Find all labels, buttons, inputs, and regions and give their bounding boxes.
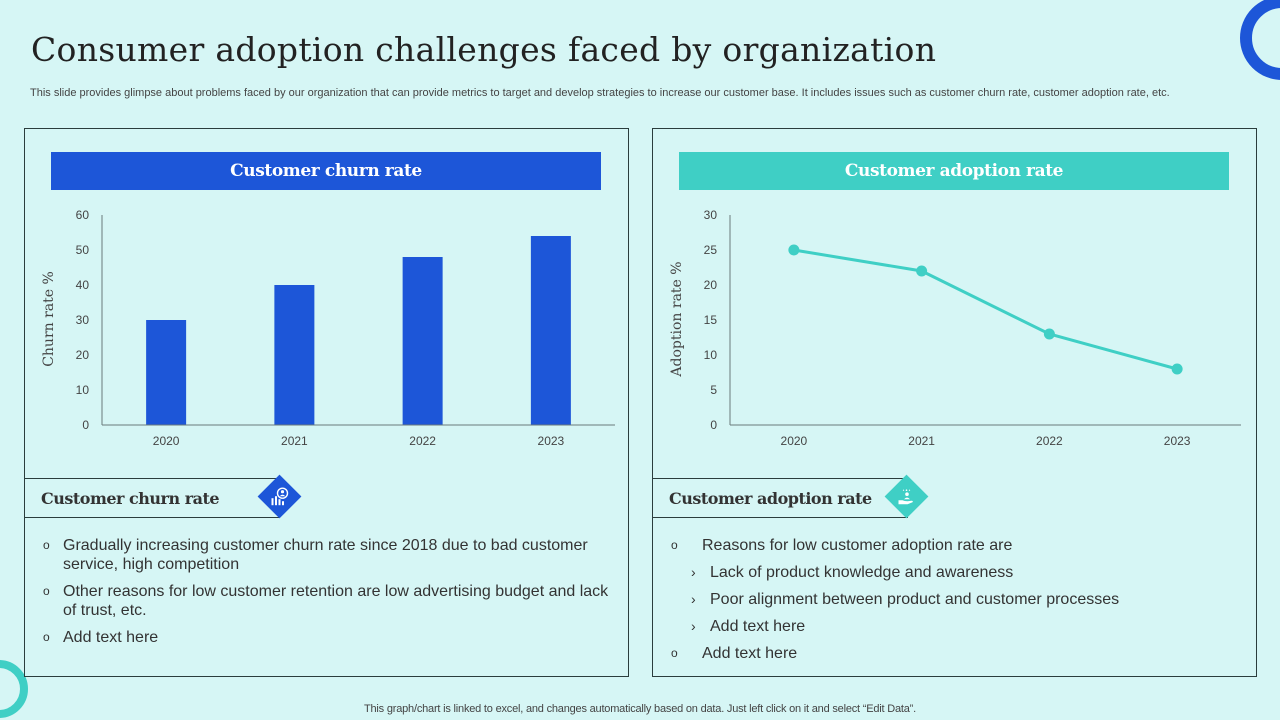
adoption-point-2022[interactable]	[1043, 328, 1055, 340]
list-item: o Add text here	[43, 628, 613, 647]
adoption-section-badge	[884, 474, 929, 519]
adoption-y-axis-title: Adoption rate %	[669, 261, 685, 377]
page-title: Consumer adoption challenges faced by or…	[31, 30, 937, 69]
churn-bullet-list: o Gradually increasing customer churn rat…	[43, 536, 613, 655]
churn-rate-panel: Customer churn rate Churn rate % 0 10 20 30…	[24, 128, 629, 677]
hand-with-user-icon	[898, 488, 913, 504]
bullet-marker: o	[43, 630, 50, 644]
adoption-line-chart-svg: Adoption rate % 0 5 10 15 20 25 30 2020 2021 202…	[669, 208, 1241, 448]
churn-y-tick-label: 50	[76, 243, 90, 257]
churn-x-tick-label: 2020	[153, 434, 180, 448]
adoption-point-2023[interactable]	[1171, 363, 1183, 375]
churn-bar-2022[interactable]	[402, 257, 443, 425]
churn-y-axis-title: Churn rate %	[41, 271, 57, 367]
churn-bar-2020[interactable]	[146, 320, 187, 425]
churn-y-tick-label: 40	[76, 278, 90, 292]
sub-bullet-marker: ›	[691, 591, 696, 607]
adoption-point-2020[interactable]	[788, 244, 800, 256]
churn-x-tick-label: 2022	[409, 434, 436, 448]
adoption-bullet-list: o Reasons for low customer adoption rate …	[671, 536, 1241, 671]
footnote: This graph/chart is linked to excel, and…	[364, 703, 916, 715]
adoption-rate-chart[interactable]: Adoption rate % 0 5 10 15 20 25 30 2020 2021 202…	[653, 199, 1258, 479]
adoption-y-tick-label: 0	[710, 418, 717, 432]
bullet-marker: o	[43, 538, 50, 552]
list-item: o Add text here	[671, 644, 1241, 663]
bullet-marker: o	[671, 538, 678, 552]
churn-y-tick-label: 0	[82, 418, 89, 432]
sub-bullet-marker: ›	[691, 564, 696, 580]
churn-x-tick-label: 2021	[281, 434, 308, 448]
list-item: o Gradually increasing customer churn rat…	[43, 536, 613, 574]
churn-y-tick-label: 10	[76, 383, 90, 397]
churn-chart-header: Customer churn rate	[51, 152, 601, 190]
bullet-text: Reasons for low customer adoption rate a…	[702, 537, 1013, 554]
adoption-y-tick-label: 15	[704, 313, 718, 327]
bullet-text: Gradually increasing customer churn rate…	[63, 537, 588, 573]
adoption-y-tick-label: 20	[704, 278, 718, 292]
list-item: › Poor alignment between product and cust…	[671, 590, 1241, 609]
adoption-point-2021[interactable]	[916, 265, 928, 277]
churn-y-tick-label: 60	[76, 208, 90, 222]
list-item: o Reasons for low customer adoption rate …	[671, 536, 1241, 555]
list-item: › Add text here	[671, 617, 1241, 636]
sub-bullet-marker: ›	[691, 618, 696, 634]
adoption-x-tick-label: 2021	[908, 434, 935, 448]
adoption-chart-header: Customer adoption rate	[679, 152, 1229, 190]
churn-bar-chart-svg: Churn rate % 0 10 20 30 40 50 60 2020 2021 2022 2…	[41, 208, 615, 448]
adoption-section-label: Customer adoption rate	[653, 478, 908, 518]
decorative-ring-top-right	[1240, 0, 1280, 80]
bullet-text: Lack of product knowledge and awareness	[710, 564, 1014, 581]
list-item: o Other reasons for low customer retentio…	[43, 582, 613, 620]
churn-bar-2021[interactable]	[274, 285, 315, 425]
churn-bar-2023[interactable]	[530, 236, 571, 425]
bullet-text: Other reasons for low customer retention…	[63, 583, 609, 619]
churn-x-tick-label: 2023	[538, 434, 565, 448]
adoption-y-tick-label: 5	[710, 383, 717, 397]
bullet-marker: o	[43, 584, 50, 598]
adoption-y-tick-label: 25	[704, 243, 718, 257]
bullet-text: Add text here	[702, 645, 798, 662]
list-item: › Lack of product knowledge and awareness	[671, 563, 1241, 582]
churn-section-badge	[257, 474, 302, 519]
adoption-rate-panel: Customer adoption rate Adoption rate % 0…	[652, 128, 1257, 677]
churn-section-label: Customer churn rate	[25, 478, 280, 518]
adoption-series-line	[793, 248, 1178, 371]
bullet-text: Add text here	[63, 629, 159, 646]
customer-analytics-icon	[271, 486, 289, 505]
bullet-text: Poor alignment between product and custo…	[710, 591, 1120, 608]
churn-y-tick-label: 20	[76, 348, 90, 362]
bullet-text: Add text here	[710, 618, 806, 635]
adoption-y-tick-label: 10	[704, 348, 718, 362]
adoption-x-tick-label: 2023	[1164, 434, 1191, 448]
page-subtitle: This slide provides glimpse about proble…	[30, 87, 1170, 99]
churn-y-tick-label: 30	[76, 313, 90, 327]
adoption-y-tick-label: 30	[704, 208, 718, 222]
bullet-marker: o	[671, 646, 678, 660]
adoption-x-tick-label: 2022	[1036, 434, 1063, 448]
adoption-x-tick-label: 2020	[781, 434, 808, 448]
churn-rate-chart[interactable]: Churn rate % 0 10 20 30 40 50 60 2020 2021 2022 2…	[25, 199, 630, 479]
